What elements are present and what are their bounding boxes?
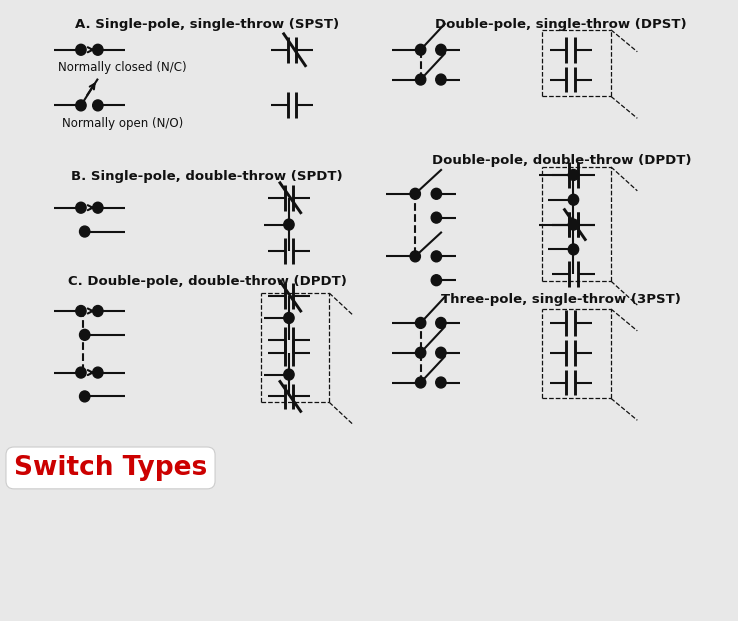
- Circle shape: [284, 219, 294, 230]
- Text: A. Single-pole, single-throw (SPST): A. Single-pole, single-throw (SPST): [75, 19, 339, 32]
- Circle shape: [76, 306, 86, 317]
- Circle shape: [76, 44, 86, 55]
- Text: Three-pole, single-throw (3PST): Three-pole, single-throw (3PST): [441, 292, 681, 306]
- Circle shape: [568, 244, 579, 255]
- Text: C. Double-pole, double-throw (DPDT): C. Double-pole, double-throw (DPDT): [68, 274, 347, 288]
- Circle shape: [93, 44, 103, 55]
- Circle shape: [284, 369, 294, 380]
- Circle shape: [568, 170, 579, 180]
- Circle shape: [80, 226, 90, 237]
- Circle shape: [431, 274, 441, 286]
- Circle shape: [93, 367, 103, 378]
- Text: Normally closed (N/C): Normally closed (N/C): [58, 61, 187, 74]
- Circle shape: [431, 212, 441, 223]
- Text: Double-pole, single-throw (DPST): Double-pole, single-throw (DPST): [435, 19, 687, 32]
- Circle shape: [415, 317, 426, 329]
- Circle shape: [415, 377, 426, 388]
- Circle shape: [415, 74, 426, 85]
- Circle shape: [568, 219, 579, 230]
- Text: B. Single-pole, double-throw (SPDT): B. Single-pole, double-throw (SPDT): [72, 170, 343, 183]
- Circle shape: [80, 329, 90, 340]
- Circle shape: [568, 194, 579, 205]
- Circle shape: [93, 100, 103, 111]
- Text: Double-pole, double-throw (DPDT): Double-pole, double-throw (DPDT): [432, 153, 691, 166]
- Circle shape: [93, 202, 103, 213]
- Circle shape: [435, 377, 446, 388]
- Circle shape: [431, 188, 441, 199]
- Circle shape: [410, 251, 421, 262]
- Circle shape: [415, 347, 426, 358]
- Circle shape: [76, 367, 86, 378]
- Circle shape: [435, 317, 446, 329]
- Circle shape: [76, 100, 86, 111]
- Circle shape: [415, 44, 426, 55]
- Circle shape: [435, 74, 446, 85]
- Text: Normally open (N/O): Normally open (N/O): [62, 117, 183, 130]
- Circle shape: [410, 188, 421, 199]
- Circle shape: [435, 347, 446, 358]
- Circle shape: [435, 44, 446, 55]
- Text: Switch Types: Switch Types: [14, 455, 207, 481]
- Circle shape: [76, 202, 86, 213]
- Circle shape: [93, 306, 103, 317]
- Circle shape: [80, 391, 90, 402]
- Circle shape: [431, 251, 441, 262]
- Circle shape: [284, 312, 294, 324]
